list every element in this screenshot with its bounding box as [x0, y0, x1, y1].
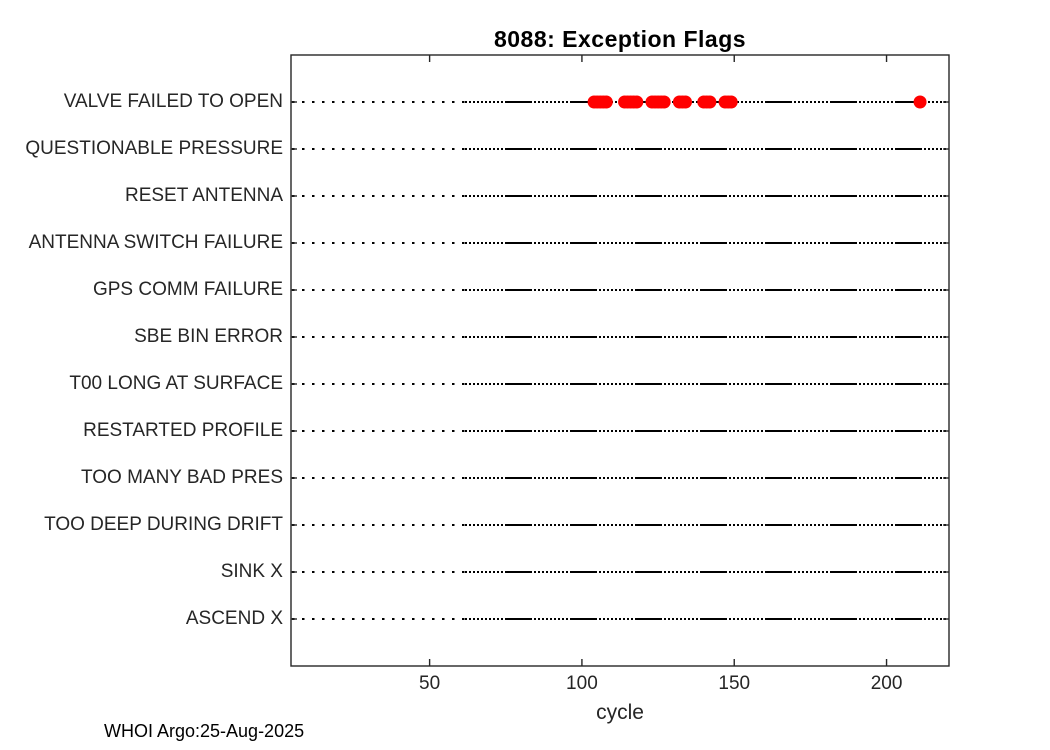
- y-category-label: QUESTIONABLE PRESSURE: [25, 138, 283, 159]
- y-category-label: SINK X: [220, 561, 283, 582]
- y-category-label: RESTARTED PROFILE: [83, 420, 283, 441]
- data-point: [703, 95, 717, 109]
- data-markers: [587, 95, 927, 109]
- y-category-label: SBE BIN ERROR: [134, 326, 283, 347]
- y-category-label: ANTENNA SWITCH FAILURE: [28, 232, 283, 253]
- data-point: [724, 95, 738, 109]
- data-point: [657, 95, 671, 109]
- x-tick-label: 150: [718, 673, 751, 694]
- y-category-label: T00 LONG AT SURFACE: [69, 373, 283, 394]
- y-category-label: TOO DEEP DURING DRIFT: [44, 514, 283, 535]
- data-point: [678, 95, 692, 109]
- y-ticks: [291, 101, 949, 620]
- row-lines: [292, 101, 948, 620]
- y-category-label: TOO MANY BAD PRES: [80, 467, 283, 488]
- x-tick-label: 100: [566, 673, 598, 694]
- x-ticks: [428, 55, 888, 666]
- x-tick-label: 200: [870, 673, 903, 694]
- chart-title: 8088: Exception Flags: [493, 26, 747, 52]
- data-point: [599, 95, 613, 109]
- axis-box: [290, 54, 950, 667]
- y-category-label: VALVE FAILED TO OPEN: [63, 91, 283, 112]
- data-point: [913, 95, 927, 109]
- data-point: [630, 95, 644, 109]
- y-category-label: RESET ANTENNA: [124, 185, 283, 206]
- x-tick-label: 50: [419, 673, 441, 694]
- y-category-label: GPS COMM FAILURE: [92, 279, 283, 300]
- y-category-label: ASCEND X: [185, 608, 283, 629]
- plot-border: [290, 54, 950, 667]
- x-axis-label: cycle: [596, 701, 644, 724]
- watermark-text: WHOI Argo:25-Aug-2025: [104, 721, 305, 741]
